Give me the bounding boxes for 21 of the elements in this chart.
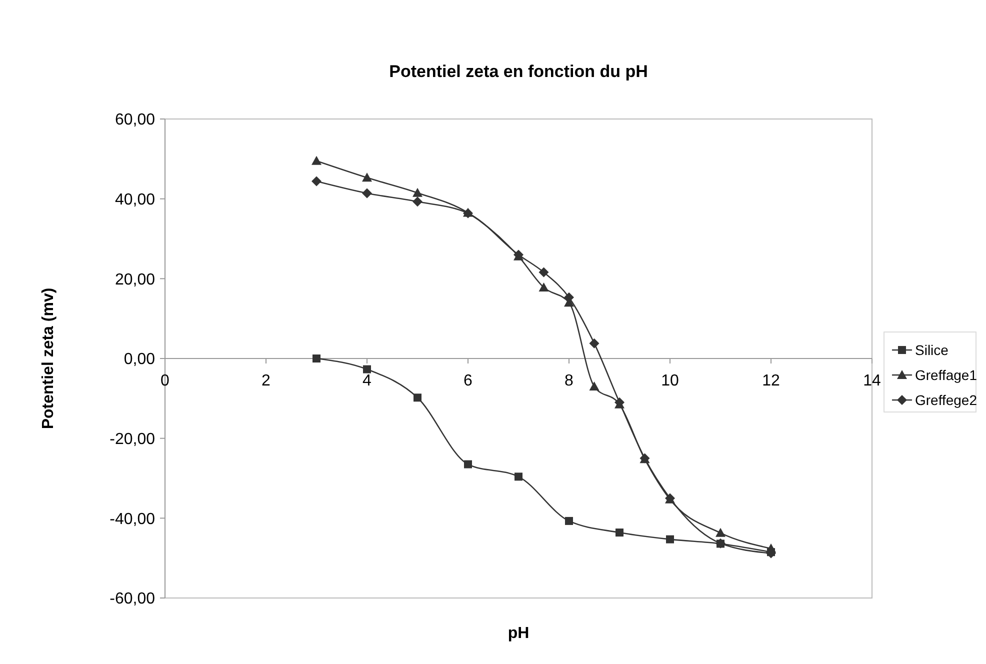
y-tick-label: -40,00 [110,510,156,528]
x-tick-label: 4 [362,372,372,390]
y-tick-label: 40,00 [114,191,156,208]
x-tick-label: 10 [661,372,679,390]
legend-label: Greffage1 [915,366,978,383]
y-axis-title: Potentiel zeta (mv) [40,288,57,430]
x-axis-title: pH [508,625,530,642]
x-tick-label: 12 [762,372,780,390]
y-tick-label: 20,00 [114,271,156,288]
y-tick-label: -20,00 [110,430,156,448]
y-tick-label: 60,00 [114,112,156,129]
x-tick-label: 8 [564,372,574,390]
y-tick-label: -60,00 [110,590,156,608]
y-tick-label: 0,00 [124,351,156,368]
x-tick-label: 2 [262,372,271,390]
legend-label: Silice [915,342,949,358]
chart-title: Potentiel zeta en fonction du pH [389,62,648,81]
legend-label: Greffege2 [915,392,978,408]
x-tick-label: 0 [160,372,170,390]
x-tick-label: 14 [863,372,881,390]
x-tick-label: 6 [464,372,473,390]
